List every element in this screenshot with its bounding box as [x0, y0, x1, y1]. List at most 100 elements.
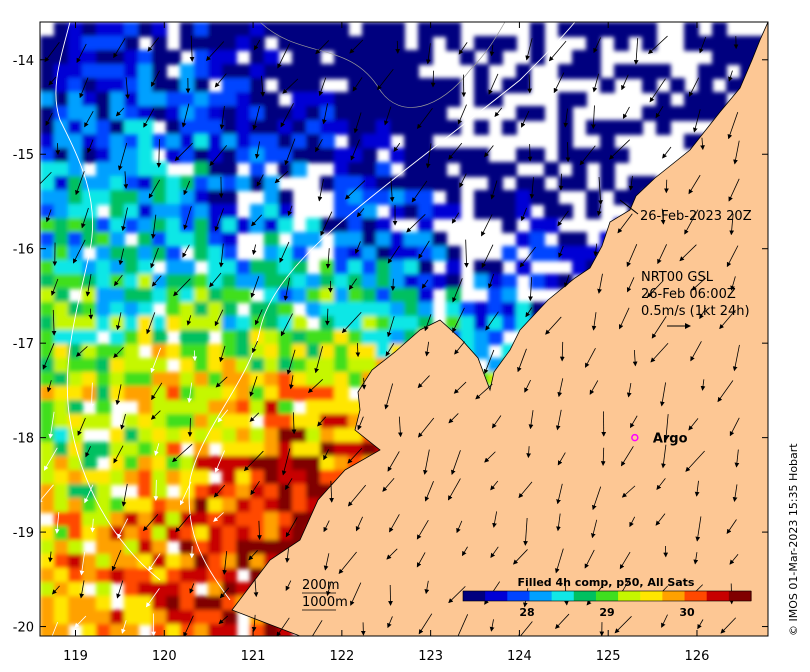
current-vector: [148, 179, 161, 199]
sst-cell: [166, 134, 181, 149]
sst-cell: [124, 120, 139, 135]
current-vector: [386, 548, 398, 560]
sst-cell: [306, 134, 321, 149]
sst-cell: [320, 148, 335, 163]
current-vector: [347, 484, 367, 507]
sst-cell: [194, 358, 209, 373]
current-vector: [79, 580, 85, 599]
sst-cell: [208, 50, 223, 65]
sst-cell: [264, 414, 279, 429]
sst-cell: [208, 624, 223, 636]
current-vector: [150, 247, 159, 269]
sst-cell: [236, 512, 251, 527]
sst-cell: [530, 50, 545, 65]
sst-cell: [264, 274, 279, 289]
sst-cell: [516, 106, 531, 121]
current-vector: [289, 375, 294, 390]
sst-cell: [68, 554, 83, 569]
credit-text: © IMOS 01-Mar-2023 15:35 Hobart: [787, 443, 800, 636]
sst-cell: [194, 428, 209, 443]
sst-cell: [54, 568, 69, 583]
sst-cell: [124, 330, 139, 345]
sst-cell: [138, 568, 153, 583]
current-vector: [475, 383, 493, 400]
sst-cell: [292, 162, 307, 177]
current-vector: [453, 381, 467, 394]
sst-cell: [40, 50, 55, 65]
current-vector: [385, 343, 395, 357]
sst-cell: [152, 470, 167, 485]
sst-cell: [82, 330, 97, 345]
current-vector: [418, 613, 433, 635]
sst-cell: [68, 610, 83, 625]
current-vector: [357, 416, 364, 431]
sst-cell: [124, 624, 139, 636]
sst-cell: [166, 414, 181, 429]
sst-cell: [152, 232, 167, 247]
sst-cell: [180, 372, 195, 387]
sst-cell: [586, 190, 601, 205]
current-vector: [321, 103, 328, 125]
current-vector: [121, 207, 128, 232]
sst-cell: [250, 400, 265, 415]
sat-time-leader: [619, 199, 639, 215]
sst-cell: [586, 50, 601, 65]
sst-cell: [292, 260, 307, 275]
sst-cell: [390, 330, 405, 345]
sst-cell: [250, 22, 265, 37]
sst-cell: [250, 512, 265, 527]
plot-frame: [39, 21, 769, 637]
current-vector: [700, 379, 706, 391]
sst-cell: [180, 596, 195, 611]
sst-cell: [138, 232, 153, 247]
sst-cell: [222, 162, 237, 177]
sst-cell: [250, 50, 265, 65]
sst-cell: [166, 386, 181, 401]
sst-cell: [194, 596, 209, 611]
sst-cell: [642, 22, 657, 37]
sst-cell: [82, 554, 97, 569]
sst-cell: [96, 554, 111, 569]
argo-marker[interactable]: [631, 433, 639, 442]
sst-cell: [474, 204, 489, 219]
current-vector: [89, 382, 95, 409]
sst-cell: [404, 232, 419, 247]
sst-cell: [306, 22, 321, 37]
sst-cell: [292, 484, 307, 499]
current-vector: [690, 341, 702, 362]
current-vector: [142, 513, 159, 532]
sst-cell: [68, 540, 83, 555]
sst-cell: [334, 442, 349, 457]
sst-cell: [82, 36, 97, 51]
sst-cell: [222, 344, 237, 359]
sst-cell: [152, 274, 167, 289]
sst-cell: [166, 554, 181, 569]
sst-cell: [208, 190, 223, 205]
sst-cell: [250, 526, 265, 541]
sst-cell: [684, 22, 699, 37]
colorbar-tick-label: 30: [679, 606, 695, 619]
sst-cell: [544, 162, 559, 177]
sst-cell: [404, 316, 419, 331]
sst-cell: [40, 582, 55, 597]
sst-cell: [96, 512, 111, 527]
sst-cell: [208, 582, 223, 597]
sst-cell: [54, 50, 69, 65]
sst-cell: [68, 400, 83, 415]
sst-cell: [614, 22, 629, 37]
current-vector: [79, 77, 89, 99]
sst-cell: [390, 232, 405, 247]
sst-cell: [306, 414, 321, 429]
sst-cell: [68, 498, 83, 513]
current-vector: [688, 174, 701, 195]
current-vector: [393, 142, 401, 153]
sst-cell: [474, 316, 489, 331]
sst-cell: [334, 120, 349, 135]
sst-cell: [96, 582, 111, 597]
sst-cell: [180, 358, 195, 373]
sst-cell: [124, 512, 139, 527]
sst-cell: [68, 260, 83, 275]
sst-cell: [124, 442, 139, 457]
sst-cell: [138, 302, 153, 317]
sst-cell: [320, 414, 335, 429]
